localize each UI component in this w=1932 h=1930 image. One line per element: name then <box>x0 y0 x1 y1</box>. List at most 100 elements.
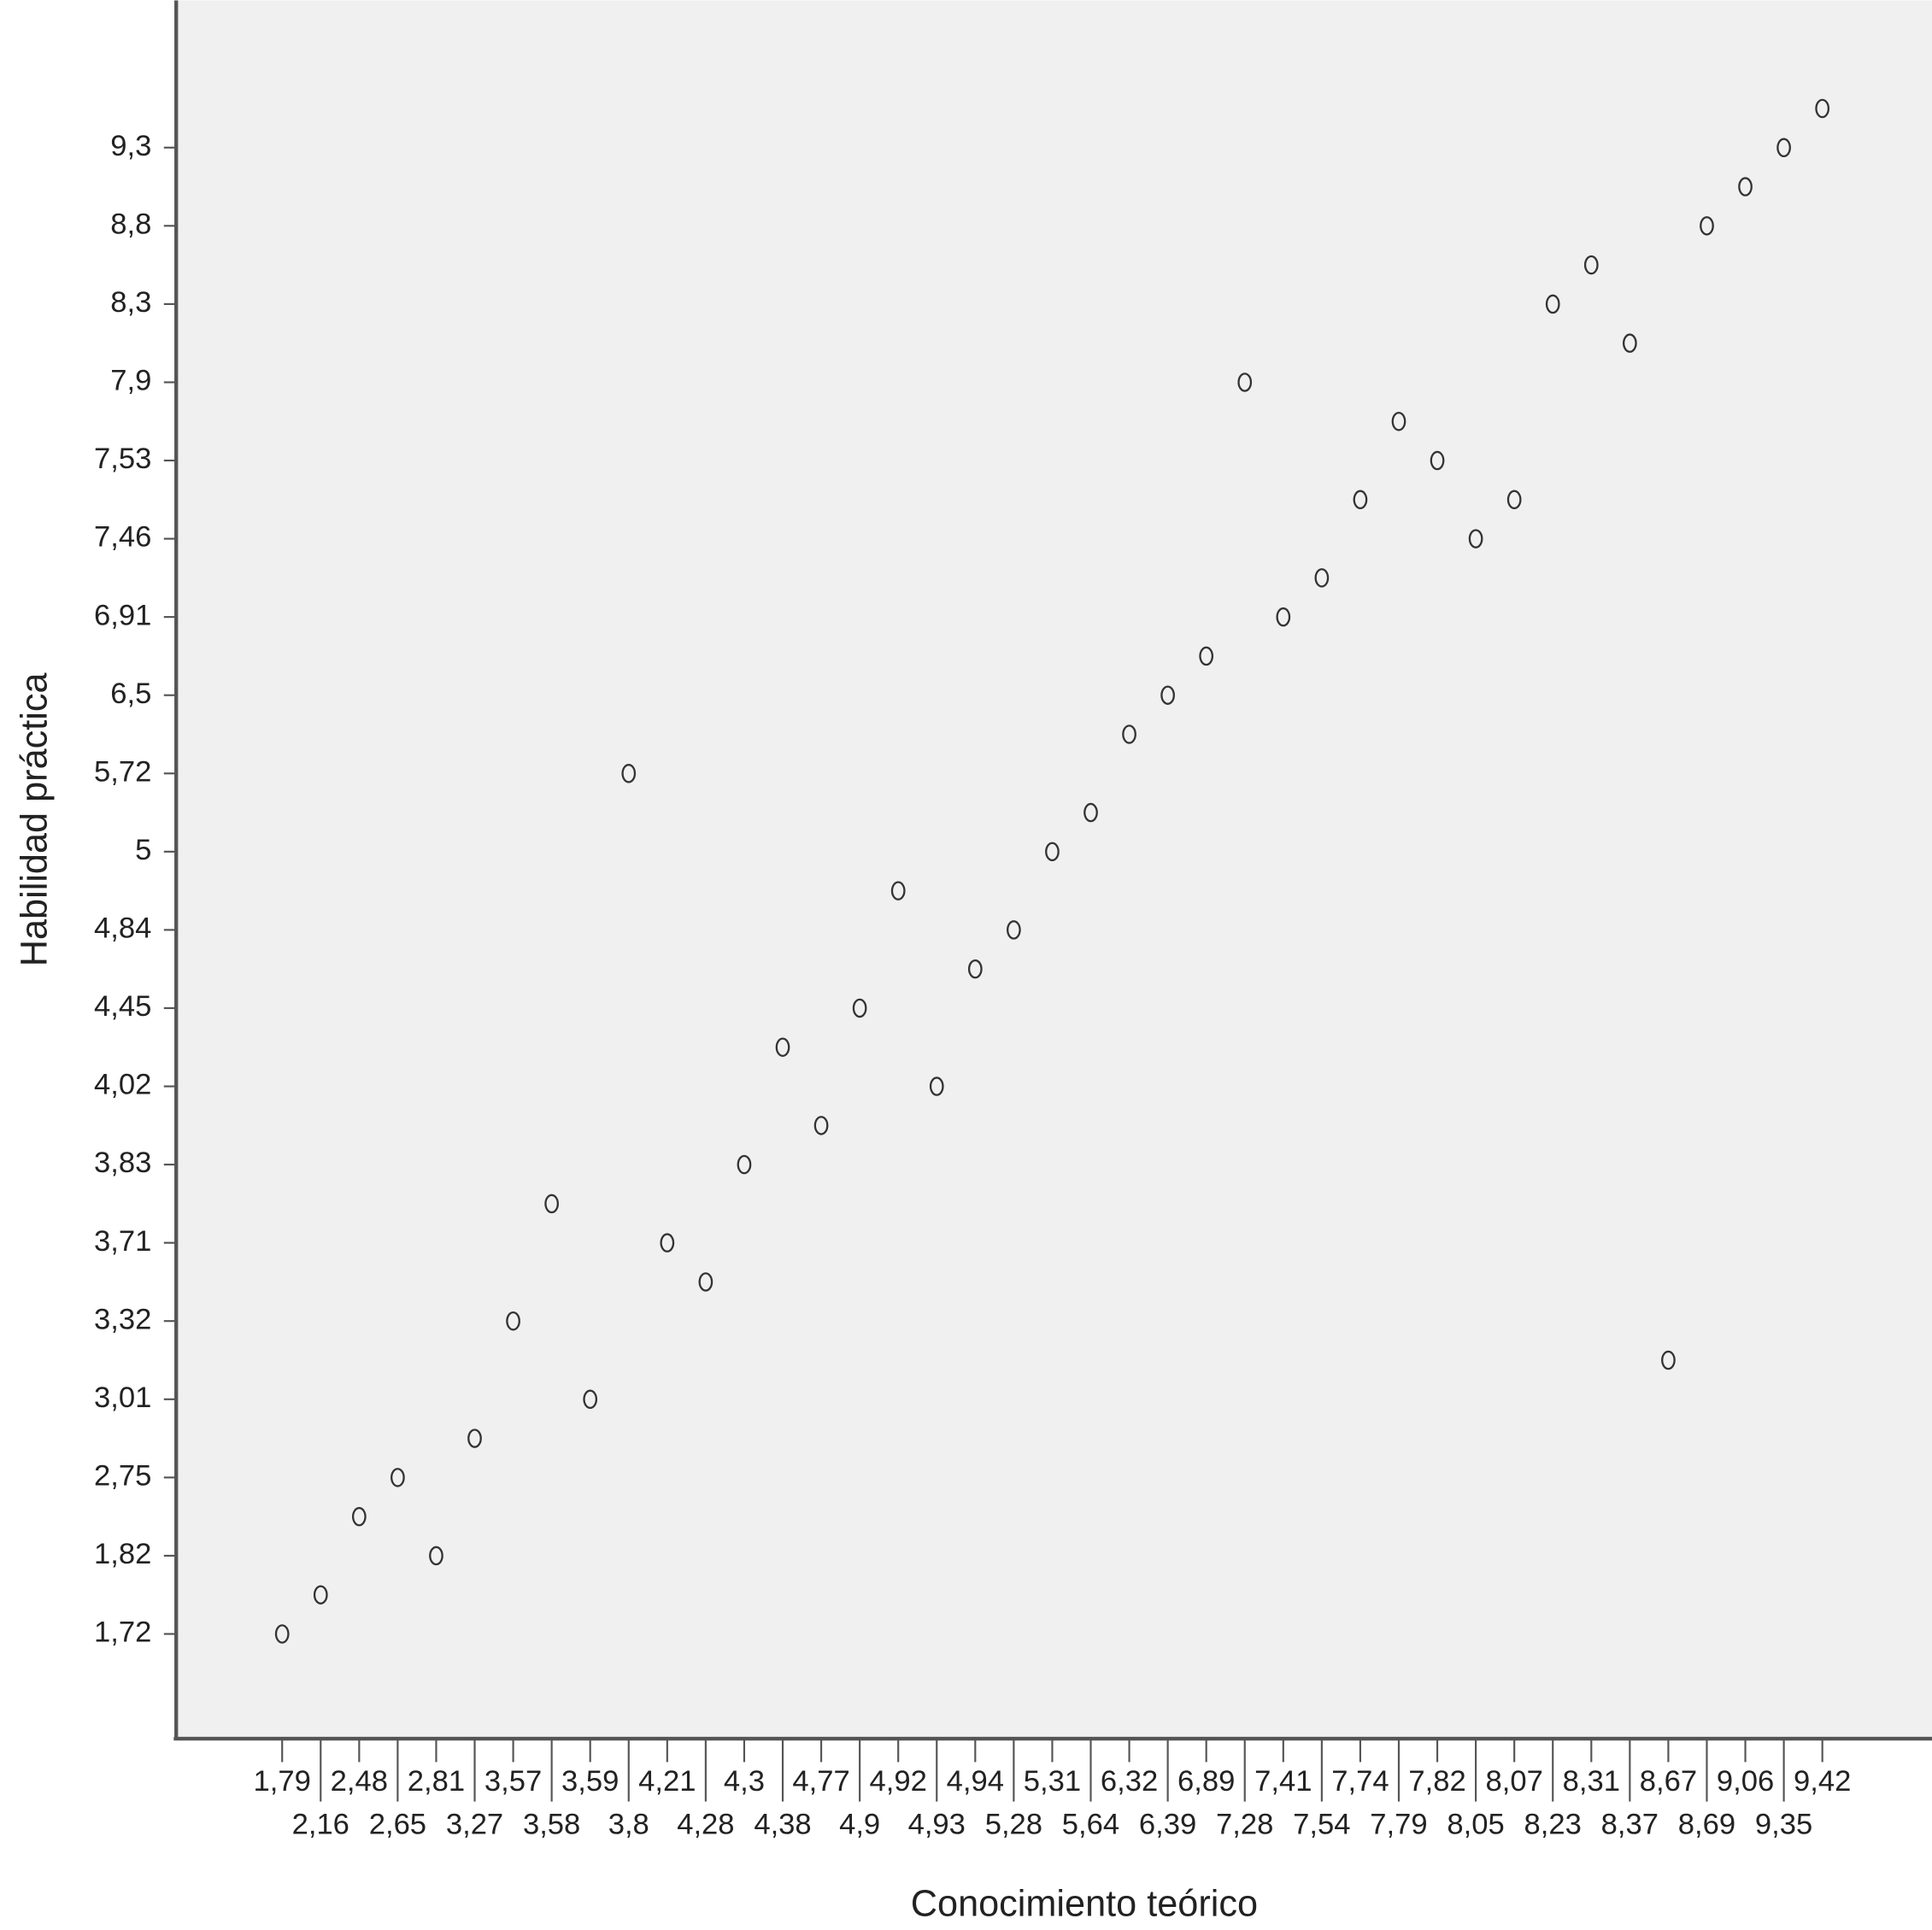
x-tick-label: 2,81 <box>408 1765 465 1798</box>
y-tick-label: 7,9 <box>110 365 151 397</box>
x-tick-label: 1,79 <box>254 1765 311 1798</box>
point <box>967 959 983 979</box>
x-tick-label: 5,31 <box>1024 1765 1081 1798</box>
point <box>621 764 637 783</box>
y-tick-label: 3,83 <box>94 1147 151 1179</box>
point <box>391 1468 405 1487</box>
point <box>1083 802 1098 823</box>
x-tick-label: 7,41 <box>1254 1765 1312 1798</box>
point <box>1122 724 1136 744</box>
y-tick-label: 9,3 <box>110 130 151 162</box>
x-tick-label: 3,59 <box>561 1765 619 1798</box>
x-tick-label: 3,8 <box>608 1809 649 1841</box>
y-tick-label: 3,71 <box>94 1225 151 1258</box>
y-tick-label: 6,91 <box>94 599 151 631</box>
x-tick-label: 4,38 <box>754 1809 811 1841</box>
y-axis-title: Habilidad práctica <box>15 672 56 967</box>
point <box>929 1076 944 1096</box>
point <box>1276 607 1291 627</box>
point <box>890 881 906 900</box>
x-tick-label: 6,32 <box>1101 1765 1158 1798</box>
point <box>1160 685 1175 705</box>
x-tick-label: 4,94 <box>947 1765 1004 1798</box>
y-tick-label: 6,5 <box>110 678 151 710</box>
x-tick-label: 9,35 <box>1755 1809 1812 1841</box>
plot-area <box>176 0 1932 1738</box>
x-tick-label: 8,69 <box>1678 1809 1735 1841</box>
x-tick-label: 9,06 <box>1717 1765 1774 1798</box>
point <box>775 1037 790 1057</box>
point <box>506 1311 520 1331</box>
x-tick-label: 8,07 <box>1486 1765 1543 1798</box>
y-tick-label: 4,84 <box>94 912 151 945</box>
x-tick-label: 5,64 <box>1062 1809 1119 1841</box>
point <box>1353 490 1368 510</box>
y-tick-label: 5,72 <box>94 755 151 788</box>
point <box>351 1506 367 1527</box>
point <box>737 1154 752 1175</box>
point <box>1506 490 1522 510</box>
point <box>544 1194 560 1214</box>
x-tick-label: 7,82 <box>1408 1765 1465 1798</box>
x-tick-label: 8,23 <box>1524 1809 1582 1841</box>
x-tick-label: 5,28 <box>985 1809 1042 1841</box>
x-tick-label: 4,9 <box>839 1809 880 1841</box>
point <box>813 1116 829 1135</box>
x-tick-label: 8,31 <box>1563 1765 1620 1798</box>
point <box>1430 450 1445 471</box>
point <box>1700 216 1714 236</box>
y-tick-label: 1,72 <box>94 1616 151 1649</box>
point <box>1468 529 1483 548</box>
x-tick-label: 4,93 <box>908 1809 966 1841</box>
x-axis-title: Conocimiento teórico <box>911 1884 1258 1925</box>
point <box>1776 138 1791 158</box>
x-tick-label: 4,21 <box>638 1765 696 1798</box>
x-tick-label: 2,16 <box>292 1809 349 1841</box>
x-tick-label: 4,92 <box>870 1765 927 1798</box>
point <box>1007 920 1021 940</box>
x-tick-label: 8,05 <box>1447 1809 1504 1841</box>
point <box>1661 1350 1676 1370</box>
point <box>1314 568 1330 588</box>
point <box>583 1389 598 1410</box>
point <box>1738 177 1753 197</box>
point <box>313 1585 328 1604</box>
x-tick-label: 4,77 <box>792 1765 849 1798</box>
point <box>467 1428 482 1448</box>
y-tick-label: 3,01 <box>94 1382 151 1414</box>
x-tick-label: 8,67 <box>1640 1765 1697 1798</box>
x-tick-label: 2,48 <box>331 1765 388 1798</box>
point <box>1237 373 1253 392</box>
point <box>1391 411 1406 431</box>
x-tick-label: 9,42 <box>1794 1765 1851 1798</box>
y-tick-label: 4,45 <box>94 990 151 1023</box>
x-tick-label: 4,28 <box>677 1809 734 1841</box>
y-tick-label: 1,82 <box>94 1538 151 1570</box>
point <box>1622 333 1637 353</box>
point <box>660 1233 675 1252</box>
y-tick-label: 4,02 <box>94 1069 151 1101</box>
point <box>852 998 867 1018</box>
x-tick-label: 7,28 <box>1216 1809 1273 1841</box>
point <box>429 1546 443 1566</box>
x-tick-label: 6,39 <box>1139 1809 1196 1841</box>
y-tick-label: 8,8 <box>110 208 151 240</box>
x-tick-label: 3,27 <box>446 1809 503 1841</box>
point <box>274 1624 290 1644</box>
y-tick-label: 7,46 <box>94 521 151 554</box>
y-tick-label: 3,32 <box>94 1303 151 1335</box>
x-tick-label: 6,89 <box>1177 1765 1235 1798</box>
x-tick-label: 3,57 <box>484 1765 542 1798</box>
point <box>1199 646 1214 666</box>
x-tick-label: 8,37 <box>1601 1809 1659 1841</box>
y-tick-label: 8,3 <box>110 286 151 319</box>
y-tick-label: 5 <box>135 834 151 866</box>
x-tick-label: 2,65 <box>369 1809 426 1841</box>
point <box>1545 294 1560 314</box>
x-tick-label: 3,58 <box>523 1809 580 1841</box>
x-tick-label: 7,54 <box>1293 1809 1350 1841</box>
point <box>1815 98 1830 119</box>
point <box>698 1272 713 1292</box>
